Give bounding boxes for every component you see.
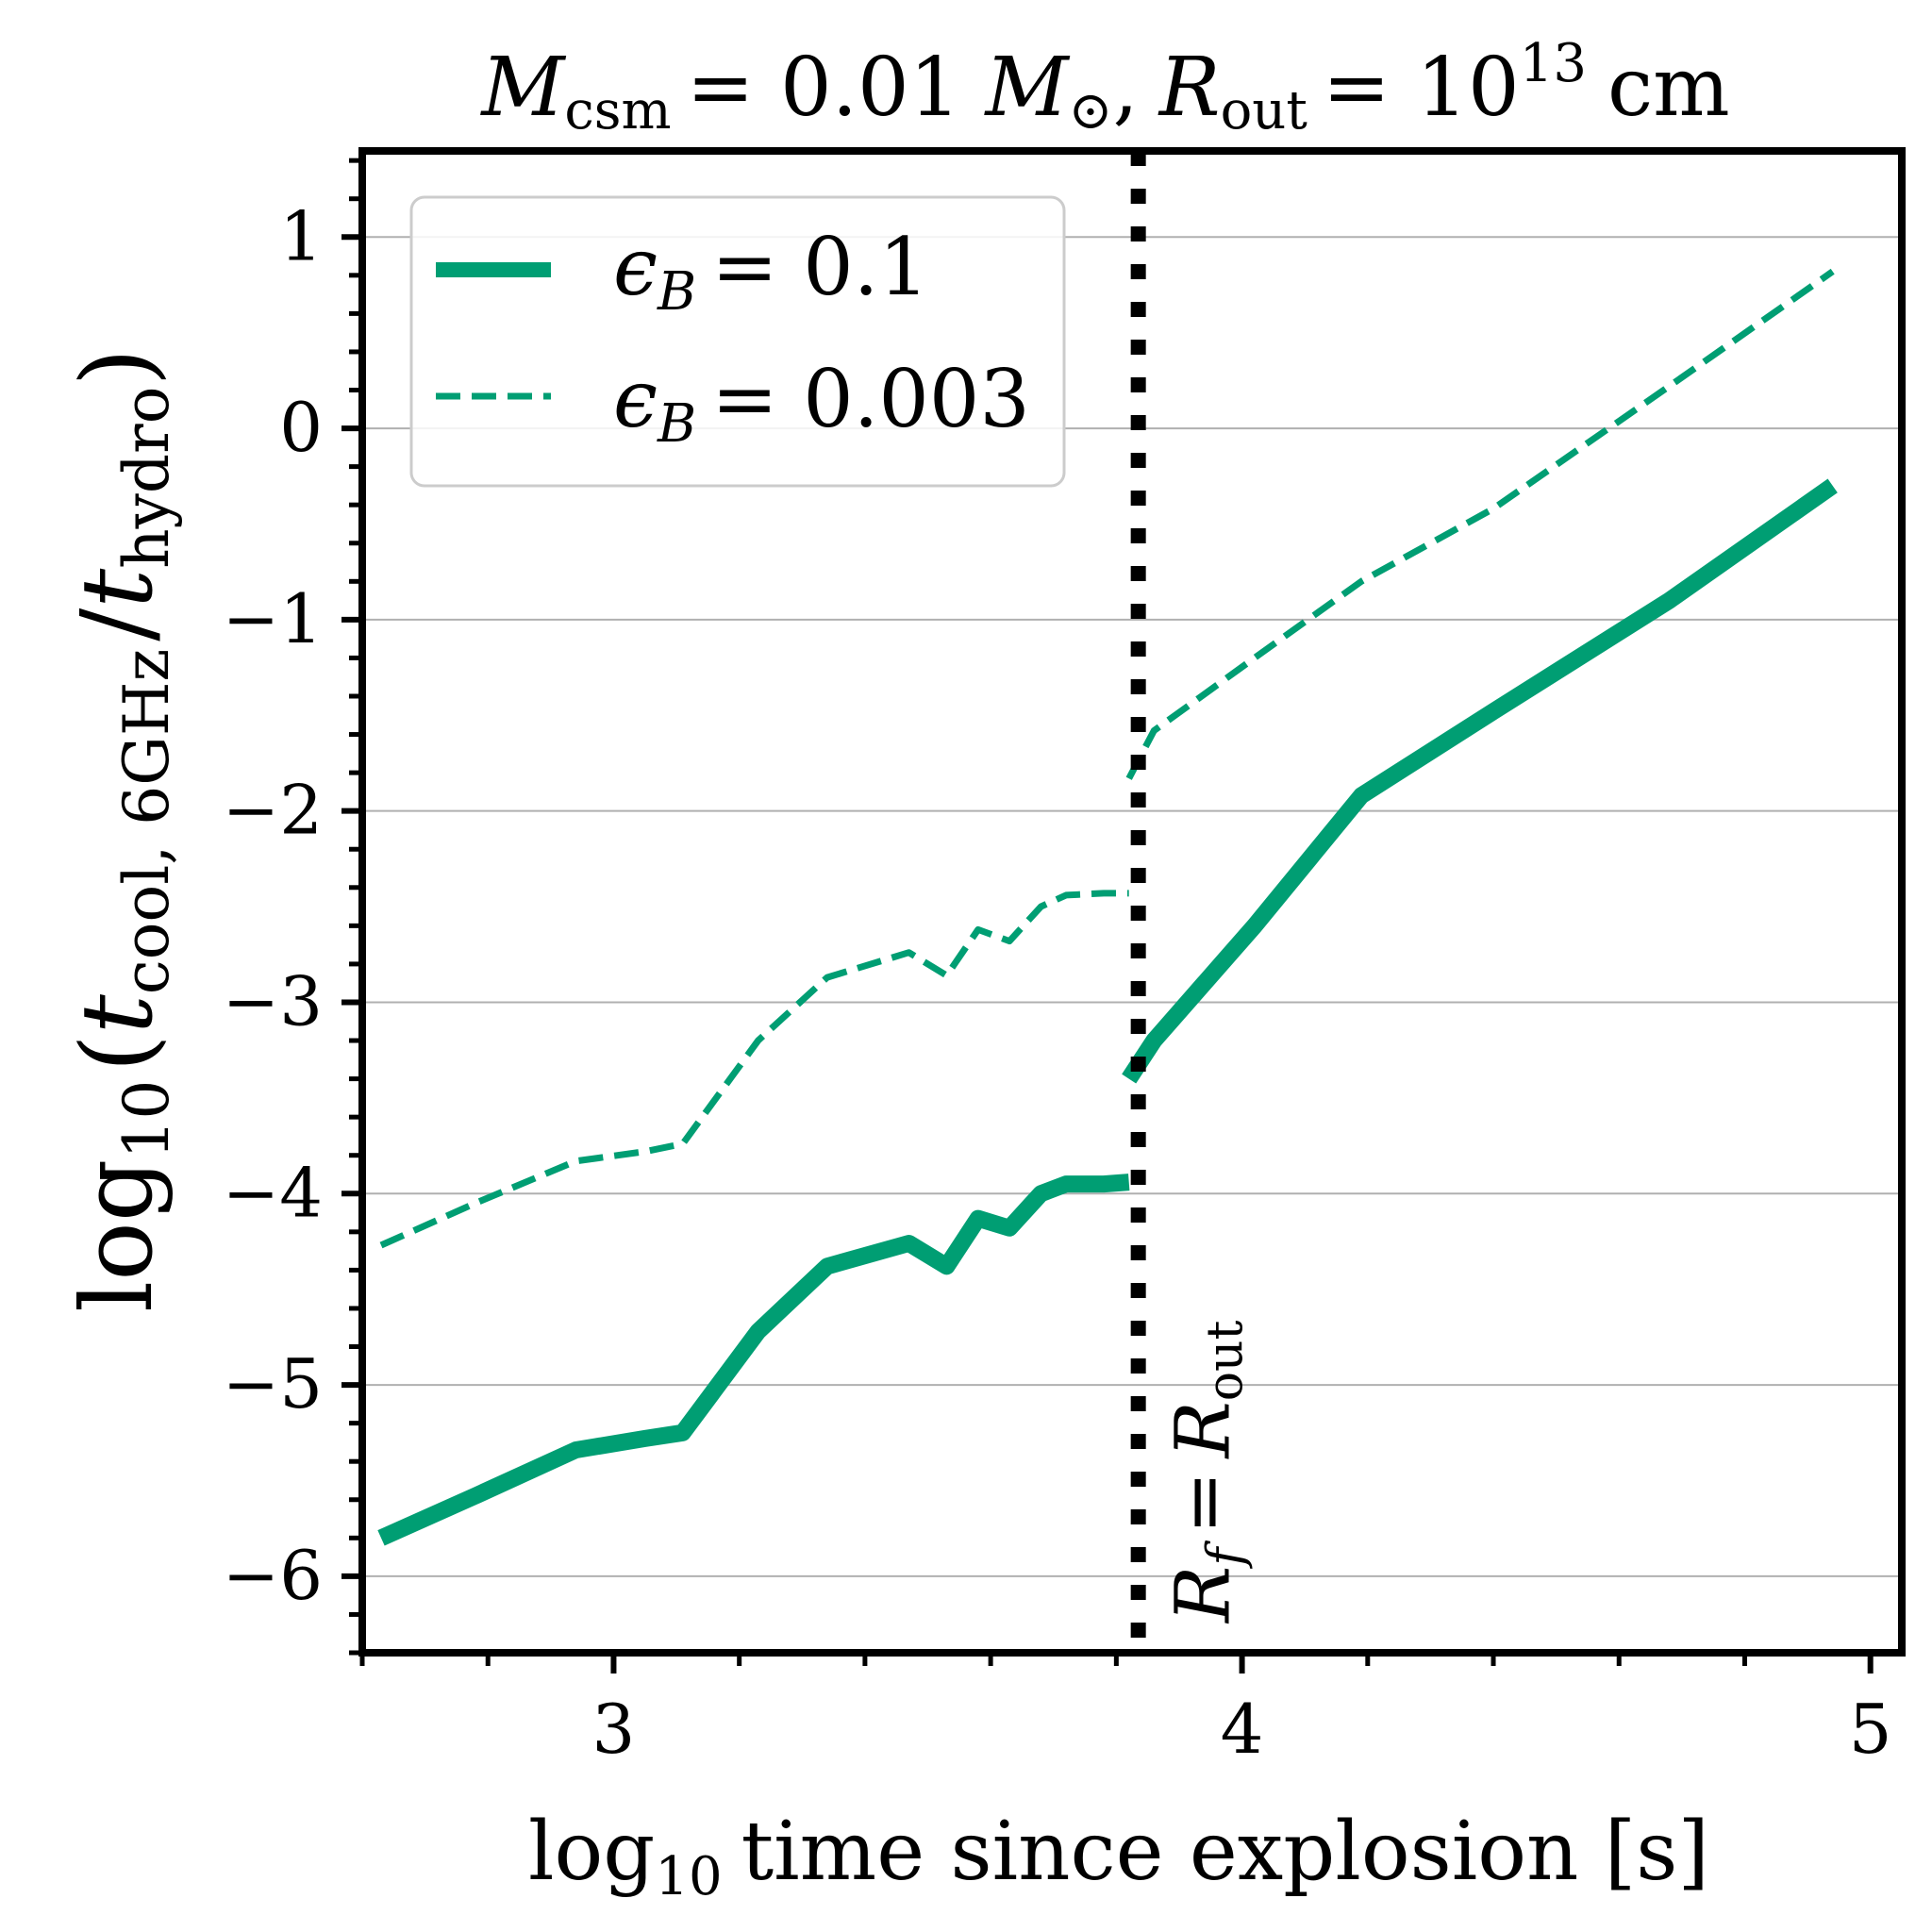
legend-label-0: ϵB = 0.1 [613, 221, 929, 323]
axes-frame [358, 147, 1906, 1657]
y-tick-label-6: −5 [223, 1344, 323, 1424]
legend-box [409, 195, 1066, 488]
ylabel-sub: 10 [110, 1080, 183, 1159]
x-axis-label: log10 time since explosion [s] [528, 1805, 1709, 1907]
legend-0-value: = 0.1 [711, 221, 929, 313]
x-tick-label-0: 3 [592, 1690, 636, 1769]
series-layer [377, 268, 1838, 1546]
x-tick-label-2: 5 [1849, 1690, 1892, 1769]
title-rout-unit: cm [1607, 41, 1730, 135]
ticks: 1 0 −1 −2 −3 −4 −5 −6 3 4 5 [223, 158, 1892, 1769]
series-dashed-segment-0 [379, 890, 1129, 1249]
title-comma: , [1112, 41, 1138, 135]
legend-1-value: = 0.003 [711, 353, 1030, 445]
chart-title: Mcsm = 0.01 M⊙, Rout = 1013 cm [479, 33, 1729, 142]
y-tick-label-1: 0 [279, 388, 323, 467]
xlabel-text: time since explosion [s] [741, 1805, 1709, 1899]
title-rout-sub: out [1221, 80, 1308, 142]
vline-label-sub2: out [1198, 1320, 1255, 1401]
xlabel-log: log [528, 1805, 655, 1899]
ylabel-close: ) [59, 348, 175, 387]
vline-label-sub: f [1198, 1540, 1255, 1570]
y-tick-label-5: −4 [223, 1153, 323, 1232]
y-tick-label-3: −2 [223, 771, 323, 850]
y-axis-label: log10(tcool, 6GHz/thydro) [59, 348, 183, 1312]
legend-0-sub: B [657, 261, 696, 323]
y-tick-label-4: −3 [223, 961, 323, 1041]
vline-label-symbol: R [1159, 1566, 1247, 1624]
legend-label-1: ϵB = 0.003 [613, 353, 1030, 455]
title-mcsm-value: = 0.01 [687, 41, 961, 135]
y-tick-label-0: 1 [279, 196, 323, 275]
title-mcsm-symbol: M [479, 41, 566, 135]
ylabel-log: log [59, 1159, 175, 1312]
series-solid-segment-1 [1122, 478, 1838, 1084]
series-solid-segment-0 [377, 1174, 1130, 1546]
title-sun-symbol: M [983, 41, 1070, 135]
ylabel-t1-sub: cool, 6GHz [110, 649, 183, 995]
title-mcsm-sub: csm [564, 80, 671, 142]
y-tick-label-2: −1 [223, 579, 323, 658]
title-sun-sub: ⊙ [1069, 80, 1113, 142]
ylabel-t1: t [59, 994, 175, 1034]
ylabel-t2: t [59, 569, 175, 608]
legend-1-sub: B [657, 393, 696, 455]
title-rout-exp: 13 [1520, 33, 1587, 94]
legend-0-symbol: ϵ [613, 221, 658, 313]
vline-label-symbol2: R [1159, 1401, 1247, 1459]
series-dashed-segment-1 [1125, 268, 1835, 780]
ylabel-open: ( [59, 1034, 175, 1073]
ylabel-t2-sub: hydro [110, 387, 183, 569]
title-rout-symbol: R [1158, 41, 1221, 135]
legend-1-symbol: ϵ [613, 353, 658, 445]
y-tick-label-7: −6 [223, 1536, 323, 1615]
vline-label: Rf = Rout [1159, 1320, 1255, 1624]
legend: ϵB = 0.1 ϵB = 0.003 [409, 195, 1066, 488]
title-rout-eq: = 10 [1323, 41, 1520, 135]
ylabel-slash: / [59, 608, 175, 641]
xlabel-sub: 10 [655, 1846, 722, 1907]
vline-label-eq: = [1159, 1471, 1247, 1534]
x-tick-label-1: 4 [1221, 1690, 1264, 1769]
